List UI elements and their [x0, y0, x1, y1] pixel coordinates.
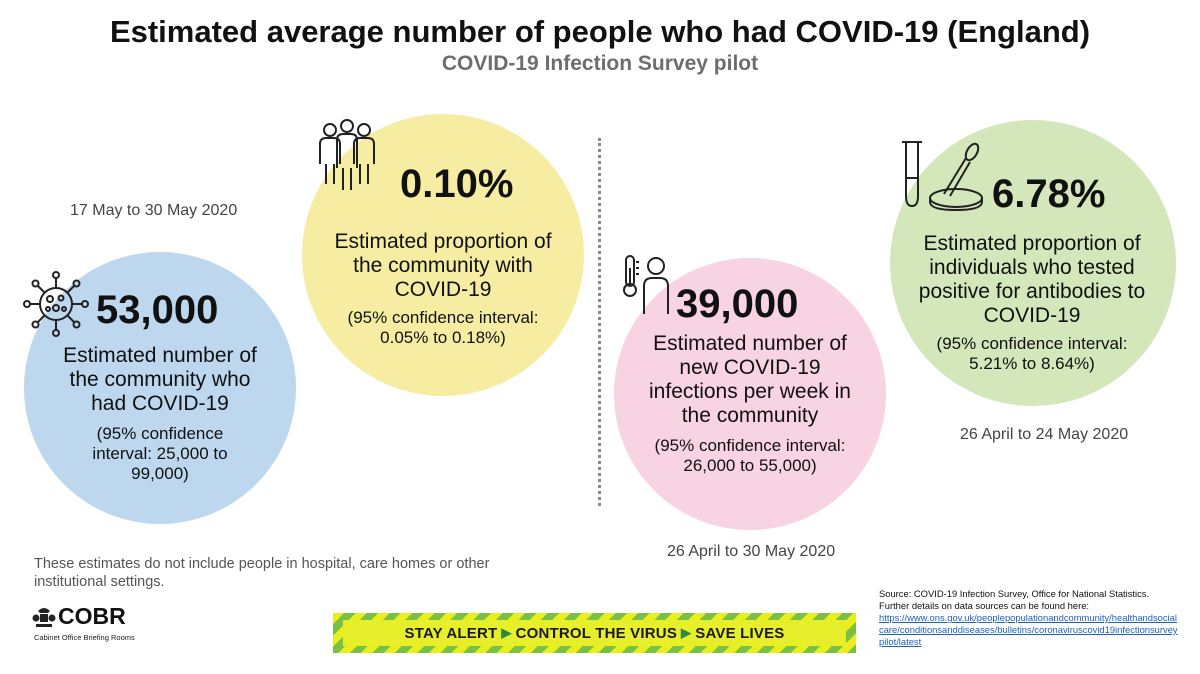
source-line-1: Source: COVID-19 Infection Survey, Offic…	[879, 588, 1150, 599]
stay-alert-banner-inner: STAY ALERT ▶ CONTROL THE VIRUS ▶ SAVE LI…	[343, 620, 846, 646]
banner-part-3: SAVE LIVES	[695, 624, 785, 642]
community-proportion-value: 0.10%	[400, 162, 514, 206]
chevron-right-icon: ▶	[501, 625, 512, 640]
antibodies-ci: (95% confidence interval: 5.21% to 8.64%…	[936, 334, 1128, 373]
antibodies-period: 26 April to 24 May 2020	[960, 426, 1129, 443]
exclusions-footnote: These estimates do not include people in…	[34, 556, 490, 590]
crest-icon	[32, 608, 56, 627]
left-period-label: 17 May to 30 May 2020	[70, 202, 238, 219]
people-group-icon	[319, 119, 375, 190]
page-title: Estimated average number of people who h…	[109, 14, 1091, 49]
community-count-card	[24, 252, 296, 524]
weekly-infections-ci: (95% confidence interval: 26,000 to 55,0…	[654, 436, 846, 475]
community-count-description: Estimated number of the community who ha…	[63, 344, 257, 415]
cobr-logo-subtitle: Cabinet Office Briefing Rooms	[34, 633, 135, 642]
page-subtitle: COVID-19 Infection Survey pilot	[441, 52, 759, 75]
cobr-logo: COBR Cabinet Office Briefing Rooms	[32, 603, 152, 645]
antibodies-card	[890, 120, 1176, 406]
banner-part-2: CONTROL THE VIRUS	[515, 624, 678, 642]
banner-part-1: STAY ALERT	[404, 624, 498, 642]
section-divider	[598, 138, 601, 506]
weekly-infections-description: Estimated number of new COVID-19 infecti…	[649, 332, 851, 427]
stay-alert-banner: STAY ALERT ▶ CONTROL THE VIRUS ▶ SAVE LI…	[333, 613, 856, 653]
antibodies-description: Estimated proportion of individuals who …	[918, 232, 1146, 327]
community-count-ci: (95% confidence interval: 25,000 to 99,0…	[92, 424, 228, 483]
weekly-infections-value: 39,000	[676, 282, 799, 326]
virus-icon	[23, 271, 89, 337]
community-count-value: 53,000	[96, 288, 219, 332]
source-line-2: Further details on data sources can be f…	[879, 600, 1090, 611]
chevron-right-icon: ▶	[681, 625, 692, 640]
test-tube-icon	[902, 141, 983, 212]
source-link[interactable]: https://www.ons.gov.uk/peoplepopulationa…	[879, 612, 1178, 647]
thermometer-person-icon	[623, 255, 669, 314]
source-note: Source: COVID-19 Infection Survey, Offic…	[879, 588, 1179, 648]
weekly-infections-card	[614, 258, 886, 530]
community-proportion-card	[302, 114, 584, 396]
community-proportion-ci: (95% confidence interval: 0.05% to 0.18%…	[347, 308, 539, 347]
cobr-logo-text: COBR	[58, 603, 126, 629]
weekly-infections-period: 26 April to 30 May 2020	[667, 543, 836, 560]
community-proportion-description: Estimated proportion of the community wi…	[334, 230, 552, 301]
antibodies-value: 6.78%	[992, 172, 1106, 216]
